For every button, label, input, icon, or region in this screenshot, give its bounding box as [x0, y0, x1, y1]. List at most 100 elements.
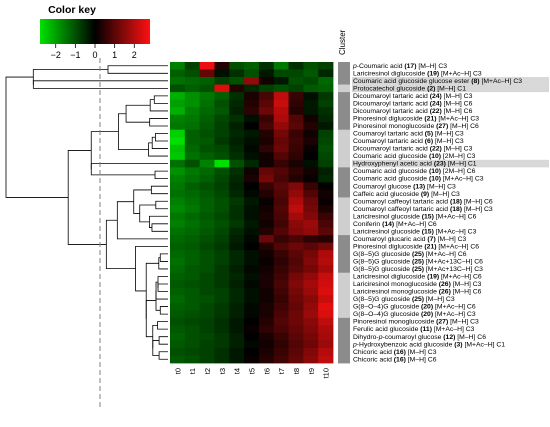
heatmap-cell	[229, 144, 245, 153]
heatmap-cell	[199, 235, 215, 243]
heatmap-cell	[288, 197, 304, 206]
heatmap-cell	[229, 265, 245, 274]
cluster-bar-segment	[338, 272, 350, 281]
heatmap-cell	[258, 167, 275, 176]
heatmap-cell	[244, 265, 260, 274]
row-label: Coumaroyl caffeoyl tartaric acid (18) [M…	[353, 198, 493, 205]
heatmap-cell	[184, 325, 201, 334]
row-label: Pinoresinol monoglucoside (27) [M–H] C3	[353, 319, 479, 326]
x-tick-label: t1	[188, 368, 197, 374]
heatmap-cell	[170, 242, 186, 251]
heatmap-cell	[214, 129, 230, 138]
heatmap-cell	[214, 197, 230, 206]
heatmap-cell	[184, 340, 201, 349]
heatmap-cell	[258, 355, 275, 364]
heatmap-cell	[199, 84, 215, 93]
heatmap-cell	[229, 220, 245, 228]
cluster-bar-segment	[338, 144, 350, 153]
heatmap-cell	[244, 137, 260, 146]
heatmap-cell	[184, 212, 201, 221]
heatmap-cell	[244, 235, 260, 243]
heatmap-cell	[303, 159, 319, 168]
heatmap-cell	[303, 355, 319, 364]
cluster-bar-segment	[338, 310, 350, 319]
cluster-bar-segment	[338, 92, 350, 101]
heatmap-cell	[214, 310, 230, 319]
heatmap-cell	[288, 347, 304, 356]
heatmap-cell	[273, 227, 289, 236]
heatmap-cell	[170, 310, 186, 319]
color-key: Color key −2 −1 0 1 2	[40, 4, 150, 60]
color-key-ticks: −2 −1 0 1 2	[51, 44, 137, 60]
cluster-bar-segment	[338, 295, 350, 304]
heatmap-cell	[244, 287, 260, 296]
heatmap-cell	[244, 340, 260, 349]
heatmap-cell	[229, 227, 245, 236]
heatmap-cell	[244, 295, 260, 304]
row-label: Dicoumaroyl tartaric acid (24) [M–H] C3	[353, 93, 473, 100]
heatmap-cell	[318, 295, 334, 304]
color-key-tick-label: 1	[112, 50, 117, 60]
heatmap-cell	[258, 250, 275, 259]
heatmap-cell	[318, 272, 334, 281]
heatmap-cell	[288, 287, 304, 296]
heatmap-cell	[184, 174, 201, 183]
heatmap-cell	[318, 144, 334, 153]
heatmap-cell	[184, 280, 201, 289]
heatmap-cell	[184, 159, 201, 168]
heatmap-cell	[288, 325, 304, 334]
heatmap-cell	[214, 107, 230, 116]
heatmap-cell	[273, 129, 289, 138]
heatmap-cell	[258, 212, 275, 221]
heatmap-cell	[258, 257, 275, 266]
heatmap-cell	[273, 137, 289, 146]
row-label: G(8–O–4)G glucoside (20) [M+Ac–H] C6	[353, 304, 476, 311]
row-label: Pinoresinol diglucoside (21) [M+Ac–H] C3	[353, 116, 479, 123]
row-label: Coumaric acid glucoside glucose ester (8…	[353, 78, 522, 85]
heatmap-cell	[199, 62, 215, 70]
heatmap-cell	[318, 332, 334, 341]
heatmap-cell	[273, 197, 289, 206]
heatmap-cell	[170, 295, 186, 304]
heatmap-cell	[273, 242, 289, 251]
row-label: Dicoumaroyl tartaric acid (22) [M–H] C3	[353, 146, 473, 153]
heatmap-cell	[199, 317, 215, 326]
heatmap-cell	[199, 265, 215, 274]
heatmap-cell	[288, 302, 304, 311]
heatmap-cell	[244, 152, 260, 161]
heatmap-cell	[303, 325, 319, 334]
heatmap-cell	[318, 325, 334, 334]
heatmap-cell	[303, 317, 319, 326]
heatmap-cell	[184, 257, 201, 266]
heatmap-cell	[199, 129, 215, 138]
cluster-bar-segment	[338, 220, 350, 228]
row-label: Coumaric acid glucoside (10) [2M–H] C6	[353, 168, 476, 175]
heatmap-cell	[273, 295, 289, 304]
heatmap-cell	[258, 242, 275, 251]
heatmap-cell	[184, 272, 201, 281]
heatmap-cell	[229, 325, 245, 334]
heatmap-cell	[229, 99, 245, 108]
heatmap-cell	[229, 242, 245, 251]
heatmap-cell	[273, 174, 289, 183]
heatmap-cell	[303, 265, 319, 274]
heatmap-cell	[229, 84, 245, 93]
heatmap-cell	[258, 174, 275, 183]
heatmap-cell	[229, 69, 245, 78]
heatmap-cell	[288, 99, 304, 108]
heatmap-cell	[244, 212, 260, 221]
heatmap-cell	[229, 107, 245, 116]
heatmap-cell	[303, 122, 319, 131]
dendrogram-branch	[159, 253, 168, 262]
heatmap-cell	[184, 197, 201, 206]
heatmap-cell	[170, 317, 186, 326]
heatmap-cell	[170, 159, 186, 168]
heatmap-cell	[318, 257, 334, 266]
heatmap-cell	[229, 250, 245, 259]
heatmap-cell	[184, 107, 201, 116]
heatmap-cell	[214, 317, 230, 326]
heatmap-cell	[258, 144, 275, 153]
cluster-bar-segment	[338, 107, 350, 116]
heatmap-cell	[199, 204, 215, 213]
heatmap-cell	[303, 272, 319, 281]
